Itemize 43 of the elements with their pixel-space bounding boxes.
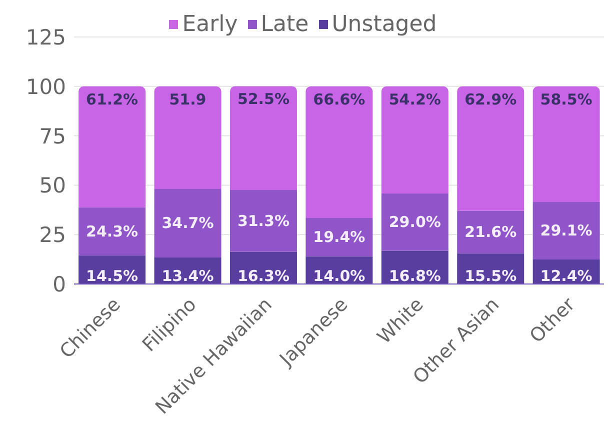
bar: [306, 86, 373, 218]
bar: [154, 188, 222, 258]
data-label: 16.8%: [388, 267, 441, 285]
data-label: 29.1%: [540, 222, 592, 240]
bar: [154, 86, 222, 189]
y-tick-label: 100: [26, 74, 66, 99]
y-tick-label: 75: [39, 124, 66, 148]
data-label: 12.4%: [540, 267, 592, 285]
data-label: 66.6%: [313, 90, 366, 108]
bar: [457, 210, 524, 254]
y-tick-label: 125: [26, 25, 66, 50]
data-label: 51.9: [169, 90, 206, 108]
bar: [532, 202, 600, 260]
data-label: 14.0%: [313, 267, 366, 285]
data-label: 16.3%: [237, 267, 290, 285]
data-label: 31.3%: [237, 212, 290, 230]
data-label: 61.2%: [86, 90, 138, 108]
bar: [230, 190, 297, 252]
bar: [457, 86, 524, 211]
data-label: 15.5%: [464, 267, 517, 285]
data-label: 52.5%: [237, 90, 290, 108]
bar: [78, 86, 146, 208]
bar: [230, 86, 297, 190]
data-label: 58.5%: [540, 90, 592, 108]
y-tick-label: 25: [39, 223, 66, 248]
data-label: 13.4%: [162, 267, 214, 285]
legend-label: Early: [182, 12, 238, 37]
data-label: 24.3%: [86, 222, 138, 240]
legend-label: Unstaged: [332, 12, 437, 37]
data-label: 54.2%: [388, 90, 441, 108]
y-tick-label: 0: [52, 272, 66, 296]
y-tick-label: 50: [39, 174, 66, 198]
bar: [532, 86, 600, 202]
data-label: 21.6%: [464, 223, 517, 242]
data-label: 62.9%: [464, 90, 517, 108]
data-label: 34.7%: [162, 214, 214, 232]
bar: [78, 207, 146, 256]
bar: [381, 194, 448, 251]
bar: [381, 86, 448, 194]
data-label: 29.0%: [388, 213, 441, 232]
data-label: 19.4%: [313, 228, 366, 246]
legend-label: Late: [260, 12, 309, 37]
data-label: 14.5%: [86, 267, 138, 285]
